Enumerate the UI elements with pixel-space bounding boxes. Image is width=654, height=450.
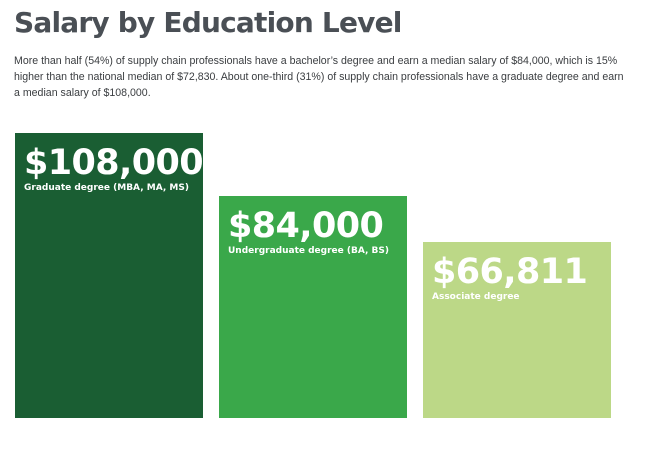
bar-category-label: Graduate degree (MBA, MA, MS) xyxy=(24,183,189,193)
bar-associate-degree: $66,811 Associate degree xyxy=(423,242,611,418)
bar-value-label: $108,000 xyxy=(24,143,203,183)
bar-value-label: $66,811 xyxy=(432,252,588,292)
bar-category-label: Associate degree xyxy=(432,292,520,302)
chart-title: Salary by Education Level xyxy=(14,6,402,39)
bar-value-label: $84,000 xyxy=(228,206,384,246)
bar-undergraduate-degree: $84,000 Undergraduate degree (BA, BS) xyxy=(219,196,407,418)
bar-category-label: Undergraduate degree (BA, BS) xyxy=(228,246,389,256)
chart-subtitle: More than half (54%) of supply chain pro… xyxy=(14,55,624,99)
bar-graduate-degree: $108,000 Graduate degree (MBA, MA, MS) xyxy=(15,133,203,418)
